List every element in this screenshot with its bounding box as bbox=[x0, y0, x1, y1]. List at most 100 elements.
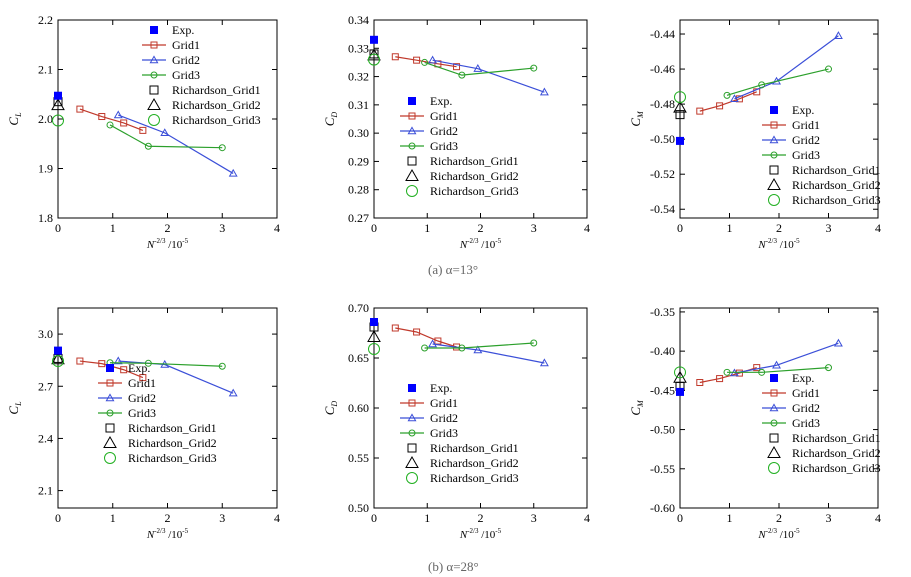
data-point-grid3 bbox=[144, 359, 152, 367]
data-point-grid1 bbox=[391, 324, 399, 332]
caption-a: (a) α=13° bbox=[428, 262, 478, 277]
x-tick-label: 2 bbox=[165, 511, 171, 525]
legend-label: Richardson_Grid1 bbox=[792, 431, 881, 445]
legend-label: Grid3 bbox=[430, 426, 458, 440]
legend-richardson-marker bbox=[105, 423, 115, 433]
x-tick-label: 1 bbox=[727, 511, 733, 525]
y-tick-label: 2.7 bbox=[38, 379, 53, 393]
legend-richardson-marker bbox=[769, 433, 779, 443]
x-tick-label: 2 bbox=[478, 221, 484, 235]
caption-b: (b) α=28° bbox=[428, 559, 479, 574]
legend-label: Richardson_Grid1 bbox=[172, 83, 261, 97]
data-point-grid1 bbox=[453, 63, 461, 71]
legend-label: Exp. bbox=[128, 361, 150, 375]
legend-richardson-marker bbox=[769, 165, 779, 175]
exp-data-point bbox=[370, 318, 378, 326]
exp-data-point bbox=[676, 136, 684, 145]
data-point-grid2 bbox=[473, 345, 483, 354]
x-tick-label: 4 bbox=[274, 511, 280, 525]
legend-exp-marker bbox=[106, 364, 114, 372]
y-tick-label: 3.0 bbox=[38, 327, 53, 341]
legend-label: Grid1 bbox=[430, 109, 458, 123]
legend-label: Grid1 bbox=[792, 118, 820, 132]
y-tick-label: -0.44 bbox=[650, 27, 675, 41]
legend-label: Exp. bbox=[172, 23, 194, 37]
legend-label: Richardson_Grid3 bbox=[128, 451, 217, 465]
data-point-grid3 bbox=[825, 364, 832, 372]
legend-label: Richardson_Grid3 bbox=[430, 184, 519, 198]
data-point-grid1 bbox=[391, 53, 399, 61]
legend: Exp.Grid1Grid2Grid3Richardson_Grid1Richa… bbox=[98, 361, 217, 465]
data-point-grid2 bbox=[113, 356, 123, 365]
y-tick-label: 0.27 bbox=[348, 211, 369, 225]
x-tick-label: 1 bbox=[110, 221, 116, 235]
y-tick-label: 2.4 bbox=[38, 431, 53, 445]
data-point-grid3 bbox=[218, 144, 226, 152]
legend-label: Richardson_Grid2 bbox=[172, 98, 261, 112]
legend-label: Richardson_Grid1 bbox=[792, 163, 881, 177]
y-tick-label: 2.1 bbox=[38, 63, 53, 77]
y-tick-label: -0.50 bbox=[650, 132, 675, 146]
legend-richardson-marker bbox=[147, 97, 161, 110]
legend-exp-marker bbox=[770, 106, 778, 114]
x-tick-label: 2 bbox=[165, 221, 171, 235]
data-point-grid3 bbox=[758, 368, 766, 376]
x-axis-label: N-2/3 /10-5 bbox=[459, 527, 502, 541]
legend-exp-marker bbox=[408, 384, 416, 392]
data-point-grid1 bbox=[434, 337, 442, 345]
x-tick-label: 1 bbox=[424, 511, 430, 525]
richardson-grid2-point bbox=[51, 98, 65, 111]
data-point-grid1 bbox=[139, 126, 147, 134]
data-point-grid1 bbox=[76, 357, 84, 365]
y-axis-label: CD bbox=[322, 401, 339, 416]
legend-richardson-marker bbox=[768, 462, 780, 474]
data-point-grid1 bbox=[696, 107, 704, 115]
richardson-grid2-point bbox=[673, 100, 687, 113]
data-point-grid1 bbox=[413, 328, 421, 336]
chart-a-cd: 0 1 2 3 4 0.27 0.28 0.29 0.30 0.31 0.32 0.33 0.34 N-2… bbox=[322, 13, 590, 251]
legend-label: Grid2 bbox=[792, 133, 820, 147]
data-point-grid3 bbox=[421, 58, 429, 66]
legend-richardson-marker bbox=[104, 452, 116, 464]
x-tick-label: 3 bbox=[219, 511, 225, 525]
legend: Exp.Grid1Grid2Grid3Richardson_Grid1Richa… bbox=[762, 371, 881, 475]
y-tick-label: 0.31 bbox=[348, 98, 369, 112]
data-point-grid3 bbox=[723, 91, 731, 99]
series-line-grid3 bbox=[110, 362, 223, 367]
y-axis-label: CM bbox=[628, 399, 645, 416]
legend-label: Exp. bbox=[430, 381, 452, 395]
legend-label: Exp. bbox=[430, 94, 452, 108]
data-point-grid2 bbox=[228, 388, 238, 397]
richardson-grid3-point bbox=[368, 343, 380, 355]
data-point-grid1 bbox=[76, 105, 84, 113]
legend-richardson-marker bbox=[768, 194, 780, 206]
y-tick-label: 0.32 bbox=[348, 70, 369, 84]
legend-label: Richardson_Grid2 bbox=[792, 446, 881, 460]
data-point-grid1 bbox=[120, 366, 128, 374]
y-tick-label: -0.52 bbox=[650, 167, 675, 181]
x-tick-label: 4 bbox=[274, 221, 280, 235]
legend-richardson-marker bbox=[406, 185, 418, 197]
x-tick-label: 4 bbox=[875, 221, 881, 235]
richardson-grid3-point bbox=[674, 366, 686, 379]
x-tick-label: 0 bbox=[371, 221, 377, 235]
x-tick-label: 4 bbox=[584, 511, 590, 525]
data-point-grid3 bbox=[825, 65, 832, 73]
data-point-grid1 bbox=[139, 374, 147, 382]
legend-label: Richardson_Grid3 bbox=[430, 471, 519, 485]
legend-series-marker bbox=[408, 429, 416, 437]
richardson-grid2-point bbox=[51, 352, 65, 365]
x-axis-label: N-2/3 /10-5 bbox=[146, 237, 189, 251]
series-line-grid3 bbox=[424, 342, 534, 349]
y-tick-label: 0.29 bbox=[348, 154, 369, 168]
x-axis-label: N-2/3 /10-5 bbox=[146, 527, 189, 541]
legend-label: Grid3 bbox=[172, 68, 200, 82]
legend-exp-marker bbox=[408, 97, 416, 105]
y-tick-label: -0.40 bbox=[650, 344, 675, 358]
y-tick-label: 0.65 bbox=[348, 351, 369, 365]
y-tick-label: 0.60 bbox=[348, 401, 369, 415]
legend-series-marker bbox=[106, 409, 114, 417]
legend-richardson-marker bbox=[767, 177, 781, 190]
series-line-grid3 bbox=[109, 124, 223, 149]
legend-label: Exp. bbox=[792, 103, 814, 117]
